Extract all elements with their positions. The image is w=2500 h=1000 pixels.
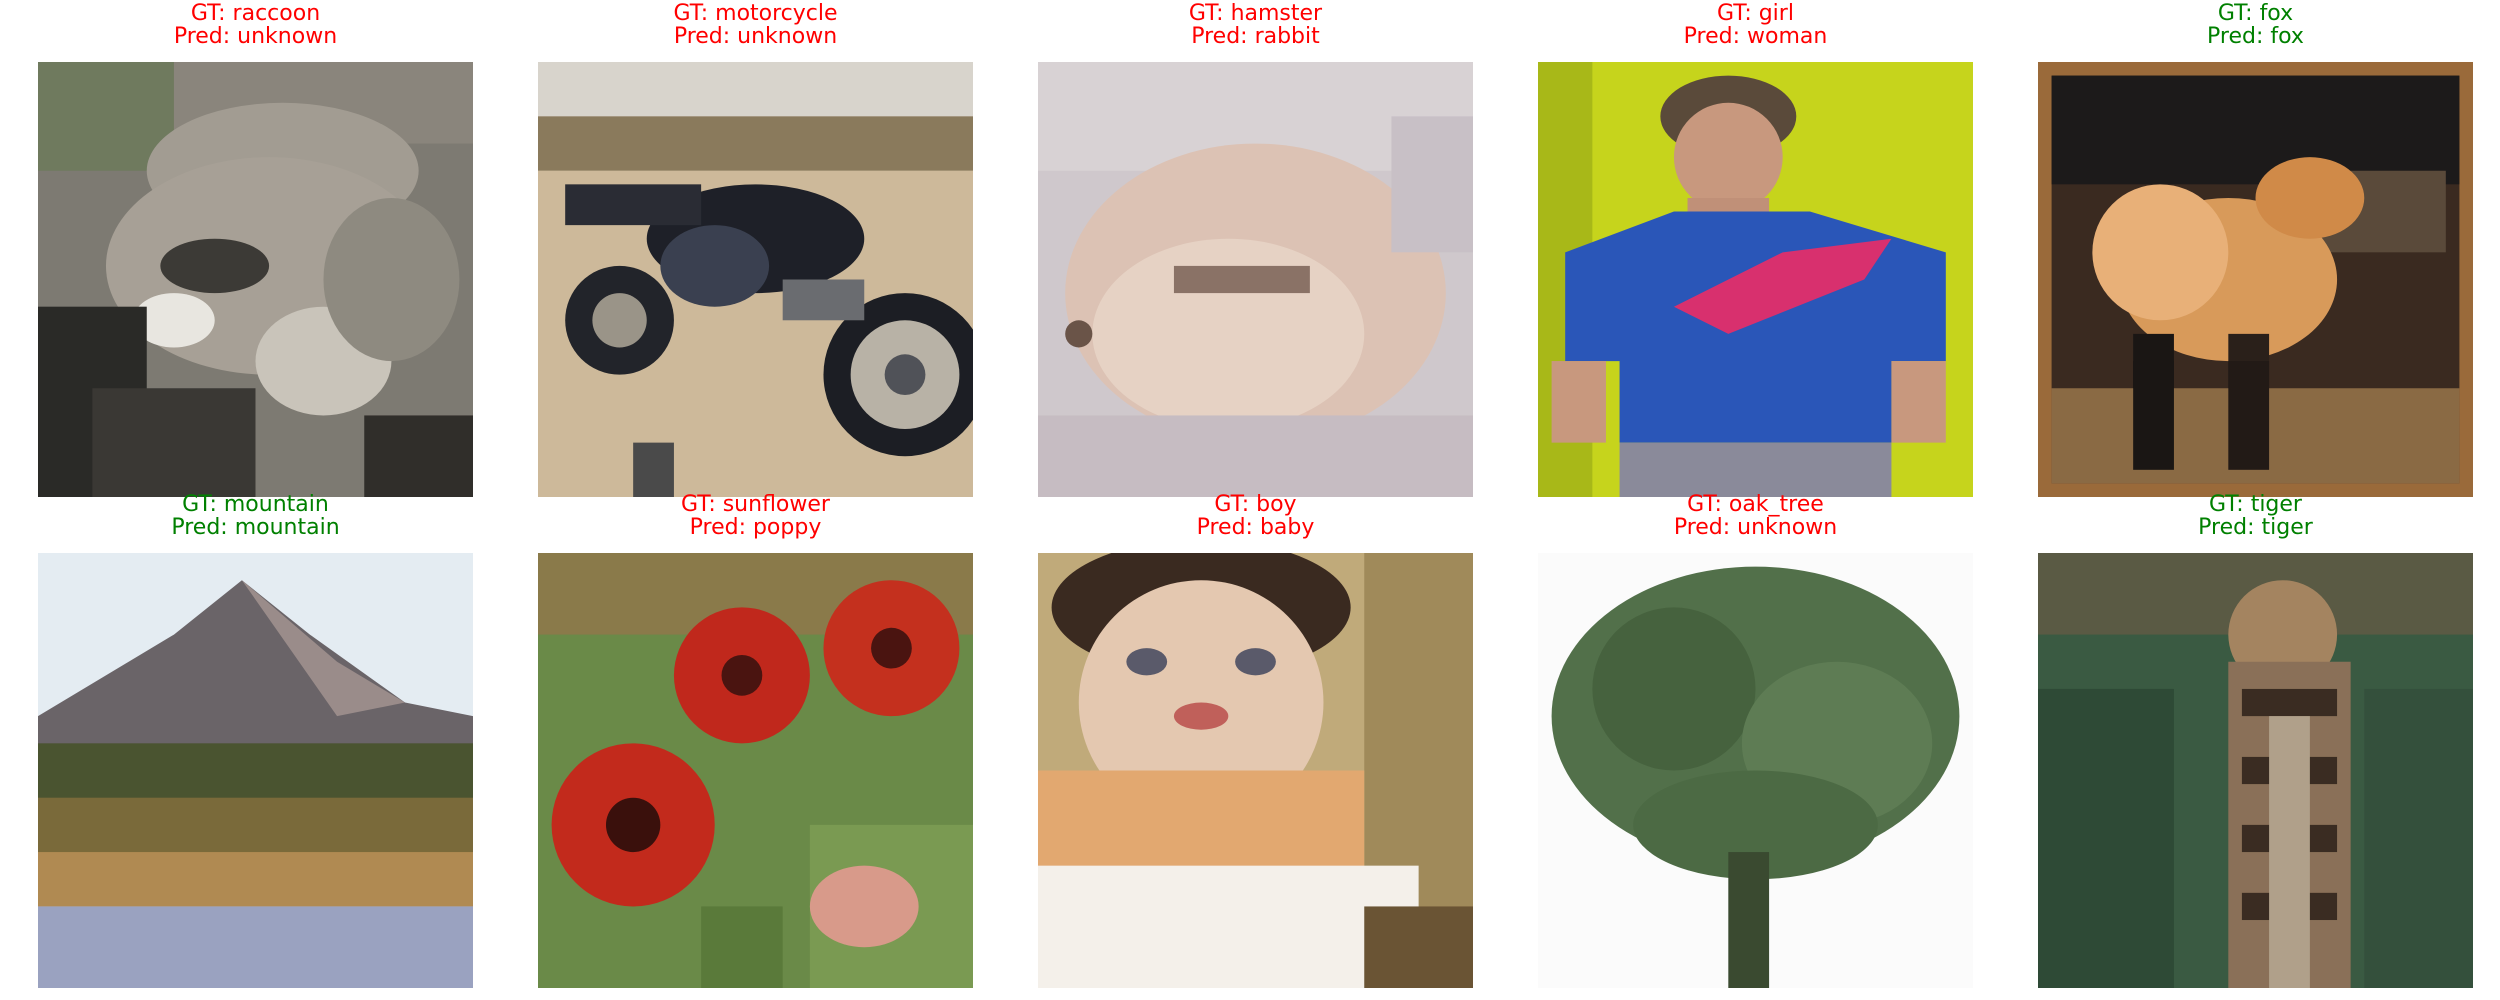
prediction-label: Pred: fox (2207, 24, 2304, 49)
panel-title: GT: girl Pred: woman (1538, 2, 1973, 48)
ground-truth-label: GT: sunflower (681, 492, 830, 517)
panel-title: GT: fox Pred: fox (2038, 2, 2473, 48)
panel-title: GT: motorcycle Pred: unknown (538, 2, 973, 48)
ground-truth-label: GT: hamster (1188, 1, 1323, 26)
prediction-label: Pred: tiger (2198, 515, 2313, 540)
ground-truth-label: GT: fox (2217, 1, 2294, 26)
panel-title: GT: oak_tree Pred: unknown (1538, 493, 1973, 539)
panel-mountain: GT: mountain Pred: mountain (38, 491, 473, 1000)
prediction-label: Pred: unknown (1673, 515, 1838, 540)
ground-truth-label: GT: girl (1717, 1, 1794, 26)
prediction-label: Pred: rabbit (1191, 24, 1320, 49)
image-mountain (38, 553, 473, 988)
panel-raccoon: GT: raccoon Pred: unknown (38, 0, 473, 500)
image-raccoon (38, 62, 473, 497)
ground-truth-label: GT: tiger (2209, 492, 2302, 517)
panel-motorcycle: GT: motorcycle Pred: unknown (538, 0, 973, 500)
image-girl (1538, 62, 1973, 497)
ground-truth-label: GT: raccoon (190, 1, 321, 26)
prediction-label: Pred: unknown (673, 24, 838, 49)
panel-hamster: GT: hamster Pred: rabbit (1038, 0, 1473, 500)
panel-title: GT: mountain Pred: mountain (38, 493, 473, 539)
prediction-label: Pred: unknown (173, 24, 338, 49)
panel-title: GT: sunflower Pred: poppy (538, 493, 973, 539)
prediction-label: Pred: woman (1683, 24, 1828, 49)
image-boy (1038, 553, 1473, 988)
prediction-label: Pred: mountain (171, 515, 340, 540)
panel-title: GT: tiger Pred: tiger (2038, 493, 2473, 539)
image-motorcycle (538, 62, 973, 497)
image-sunflower (538, 553, 973, 988)
ground-truth-label: GT: boy (1214, 492, 1297, 517)
ground-truth-label: GT: motorcycle (673, 1, 838, 26)
image-oak-tree (1538, 553, 1973, 988)
panel-girl: GT: girl Pred: woman (1538, 0, 1973, 500)
panel-title: GT: boy Pred: baby (1038, 493, 1473, 539)
panel-fox: GT: fox Pred: fox (2038, 0, 2473, 500)
panel-title: GT: hamster Pred: rabbit (1038, 2, 1473, 48)
panel-oak-tree: GT: oak_tree Pred: unknown (1538, 491, 1973, 1000)
panel-sunflower: GT: sunflower Pred: poppy (538, 491, 973, 1000)
panel-tiger: GT: tiger Pred: tiger (2038, 491, 2473, 1000)
image-tiger (2038, 553, 2473, 988)
ground-truth-label: GT: mountain (182, 492, 329, 517)
prediction-label: Pred: baby (1196, 515, 1315, 540)
prediction-label: Pred: poppy (689, 515, 822, 540)
image-hamster (1038, 62, 1473, 497)
panel-boy: GT: boy Pred: baby (1038, 491, 1473, 1000)
ground-truth-label: GT: oak_tree (1687, 492, 1824, 517)
image-fox (2038, 62, 2473, 497)
panel-title: GT: raccoon Pred: unknown (38, 2, 473, 48)
